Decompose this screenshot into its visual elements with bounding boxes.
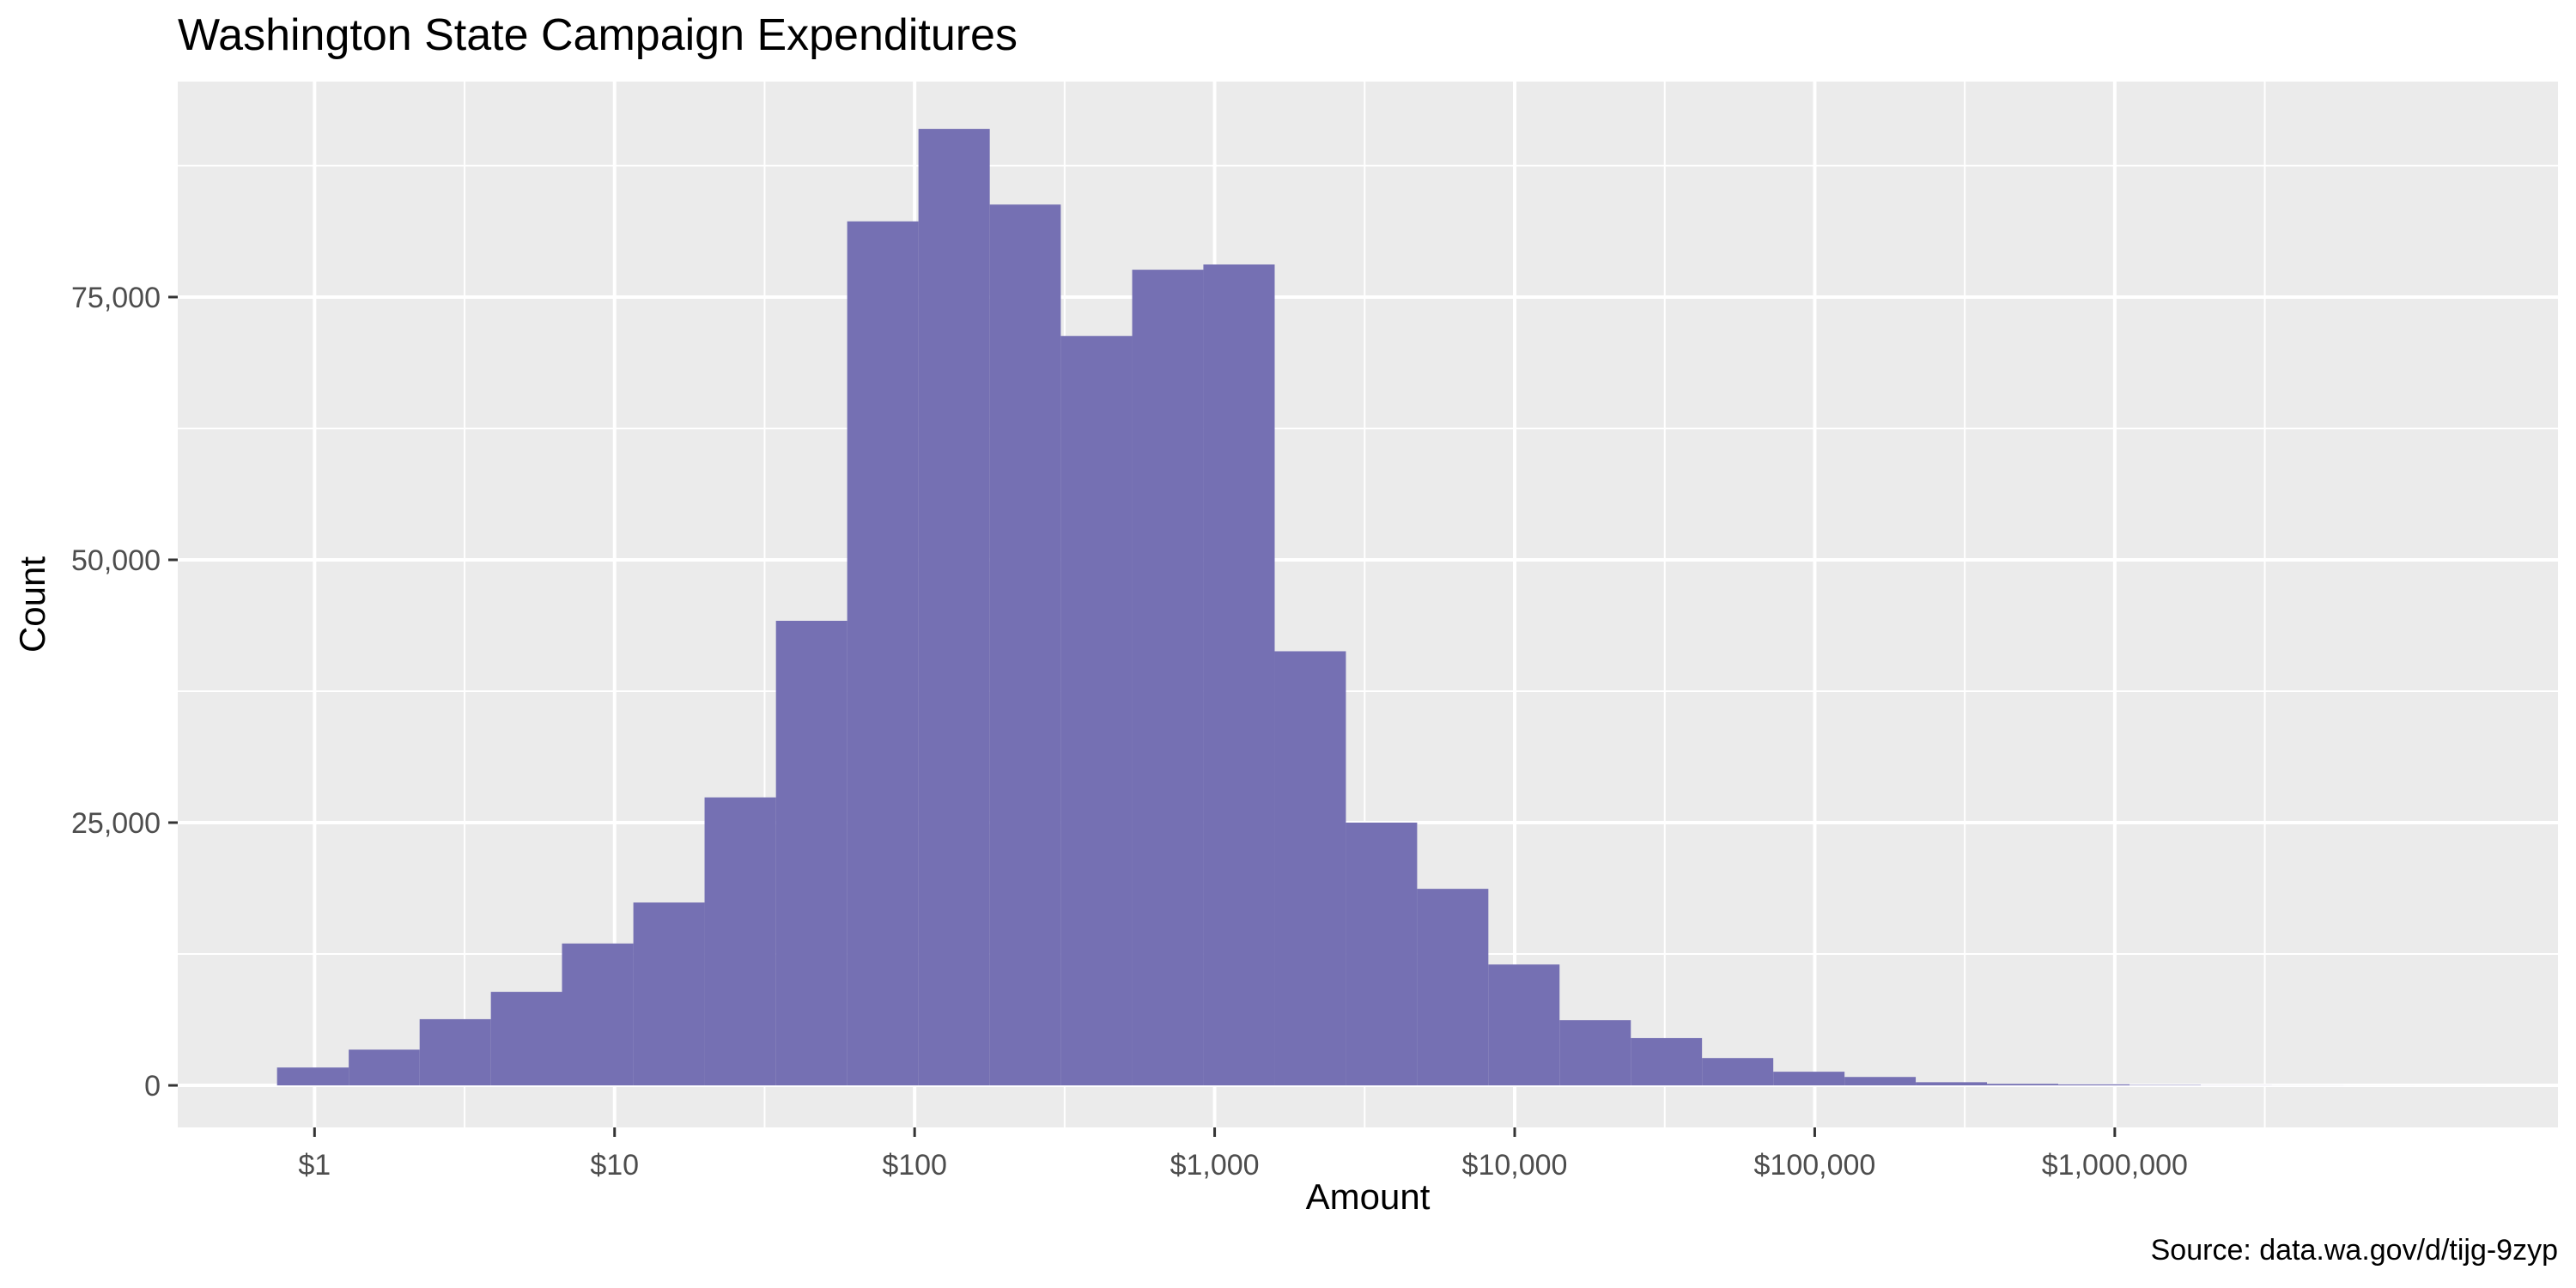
histogram-bar	[1559, 1020, 1631, 1086]
chart-caption: Source: data.wa.gov/d/tijg-9zyp	[2151, 1234, 2558, 1267]
histogram-bar	[1060, 336, 1133, 1086]
x-tick-label: $100	[882, 1149, 947, 1182]
histogram-bar	[349, 1049, 420, 1086]
histogram-bar	[419, 1018, 491, 1086]
histogram-bar	[1203, 264, 1275, 1086]
histogram-bar	[989, 204, 1061, 1086]
x-tick-label: $1,000,000	[2042, 1149, 2188, 1182]
y-axis-title: Count	[12, 556, 52, 653]
histogram-bar	[1916, 1082, 1988, 1086]
histogram-bar	[918, 129, 990, 1086]
x-axis-title: Amount	[1306, 1176, 1431, 1217]
histogram-bar	[633, 902, 705, 1086]
x-tick-label: $1,000	[1170, 1149, 1260, 1182]
histogram-bar	[1773, 1072, 1845, 1086]
histogram-bar	[562, 943, 634, 1086]
histogram-bar	[847, 221, 919, 1086]
y-tick-label: 0	[144, 1070, 161, 1103]
y-tick-label: 75,000	[71, 282, 161, 314]
histogram-bar	[1132, 270, 1204, 1086]
histogram-bar	[1987, 1084, 2059, 1086]
y-axis: 0 25,000 50,000 75,000	[71, 282, 178, 1103]
y-tick-label: 50,000	[71, 544, 161, 577]
histogram-bar	[1631, 1037, 1703, 1086]
histogram-bar	[1488, 964, 1560, 1086]
x-tick-label: $10	[590, 1149, 639, 1182]
histogram-bar	[1702, 1058, 1774, 1086]
histogram-bars	[276, 129, 2486, 1086]
histogram-bar	[1346, 823, 1418, 1086]
histogram-bar	[775, 620, 848, 1086]
x-axis: $1 $10 $100 $1,000 $10,000 $100,000 $1,000,000	[298, 1127, 2188, 1182]
x-tick-label: $100,000	[1754, 1149, 1876, 1182]
histogram-bar	[276, 1067, 349, 1086]
histogram-bar	[1844, 1077, 1917, 1086]
histogram-bar	[2058, 1084, 2130, 1086]
x-tick-label: $10,000	[1462, 1149, 1568, 1182]
y-tick-label: 25,000	[71, 807, 161, 840]
x-tick-label: $1	[298, 1149, 331, 1182]
histogram-bar	[704, 797, 776, 1086]
chart-title: Washington State Campaign Expenditures	[178, 10, 1018, 60]
histogram-bar	[490, 992, 562, 1086]
histogram-bar	[1417, 889, 1489, 1086]
histogram-bar	[1274, 651, 1346, 1086]
